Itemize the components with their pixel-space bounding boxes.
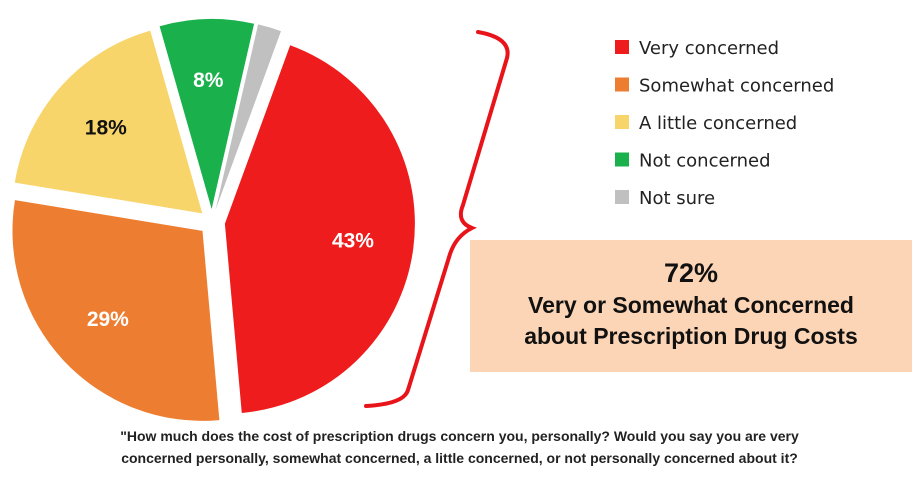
summary-callout: 72% Very or Somewhat Concerned about Pre… xyxy=(470,240,912,372)
legend-label-somewhat-concerned: Somewhat concerned xyxy=(639,76,834,97)
pie-slices xyxy=(12,19,415,421)
legend-swatch-not-sure xyxy=(615,190,629,204)
slice-labels: 43% 29% 18% 8% xyxy=(85,69,375,331)
legend: Very concerned Somewhat concerned A little… xyxy=(615,38,834,209)
pie-slice-somewhat-concerned xyxy=(12,200,220,421)
pie-slice-not-concerned xyxy=(159,19,255,210)
legend-swatch-somewhat-concerned xyxy=(615,77,629,92)
callout-bracket xyxy=(364,30,510,408)
callout-percent: 72% xyxy=(663,258,719,288)
callout-line-1: Very or Somewhat Concerned xyxy=(528,292,854,318)
slice-label-not-concerned: 8% xyxy=(193,69,224,92)
legend-label-not-concerned: Not concerned xyxy=(639,151,771,172)
pie-slice-not-sure xyxy=(215,24,281,210)
pie-slice-a-little-concerned xyxy=(14,30,203,214)
legend-label-a-little-concerned: A little concerned xyxy=(639,113,797,134)
legend-swatch-very-concerned xyxy=(615,40,629,54)
slice-label-very-concerned: 43% xyxy=(332,230,374,253)
slice-label-a-little-concerned: 18% xyxy=(85,116,127,139)
legend-label-not-sure: Not sure xyxy=(639,188,715,209)
legend-swatch-not-concerned xyxy=(615,152,629,167)
pie-slice-very-concerned xyxy=(224,45,415,413)
legend-label-very-concerned: Very concerned xyxy=(639,38,779,59)
slice-label-somewhat-concerned: 29% xyxy=(87,308,129,331)
survey-question-line-2: concerned personally, somewhat concerned… xyxy=(121,450,798,466)
survey-question-line-1: "How much does the cost of prescription … xyxy=(120,428,799,444)
legend-swatch-a-little-concerned xyxy=(615,115,629,129)
callout-line-2: about Prescription Drug Costs xyxy=(524,323,858,349)
survey-question: "How much does the cost of prescription … xyxy=(0,425,919,469)
